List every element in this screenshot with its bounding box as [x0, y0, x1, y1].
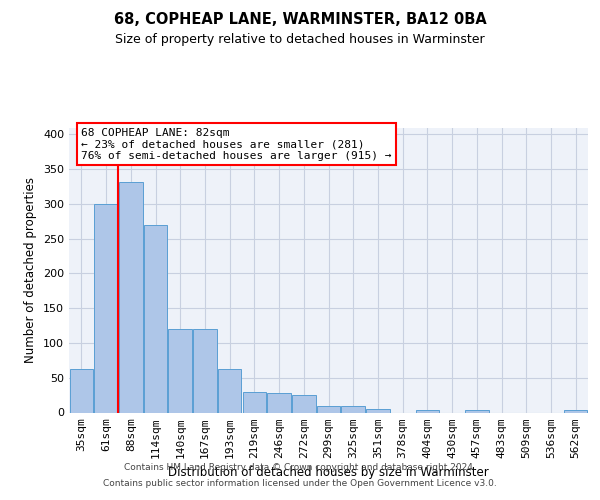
Bar — [144, 225, 167, 412]
Y-axis label: Number of detached properties: Number of detached properties — [25, 177, 37, 363]
Bar — [564, 410, 587, 412]
Text: Contains HM Land Registry data © Crown copyright and database right 2024.: Contains HM Land Registry data © Crown c… — [124, 464, 476, 472]
Text: 68 COPHEAP LANE: 82sqm
← 23% of detached houses are smaller (281)
76% of semi-de: 68 COPHEAP LANE: 82sqm ← 23% of detached… — [82, 128, 392, 160]
X-axis label: Distribution of detached houses by size in Warminster: Distribution of detached houses by size … — [168, 466, 489, 479]
Bar — [94, 204, 118, 412]
Bar — [119, 182, 143, 412]
Bar — [218, 368, 241, 412]
Text: Size of property relative to detached houses in Warminster: Size of property relative to detached ho… — [115, 32, 485, 46]
Bar — [70, 370, 93, 412]
Bar — [193, 329, 217, 412]
Bar — [366, 409, 389, 412]
Bar — [341, 406, 365, 412]
Text: Contains public sector information licensed under the Open Government Licence v3: Contains public sector information licen… — [103, 478, 497, 488]
Bar — [169, 329, 192, 412]
Bar — [416, 410, 439, 412]
Bar — [465, 410, 488, 412]
Bar — [317, 406, 340, 412]
Bar — [292, 395, 316, 412]
Bar — [268, 393, 291, 412]
Bar — [242, 392, 266, 412]
Text: 68, COPHEAP LANE, WARMINSTER, BA12 0BA: 68, COPHEAP LANE, WARMINSTER, BA12 0BA — [113, 12, 487, 28]
